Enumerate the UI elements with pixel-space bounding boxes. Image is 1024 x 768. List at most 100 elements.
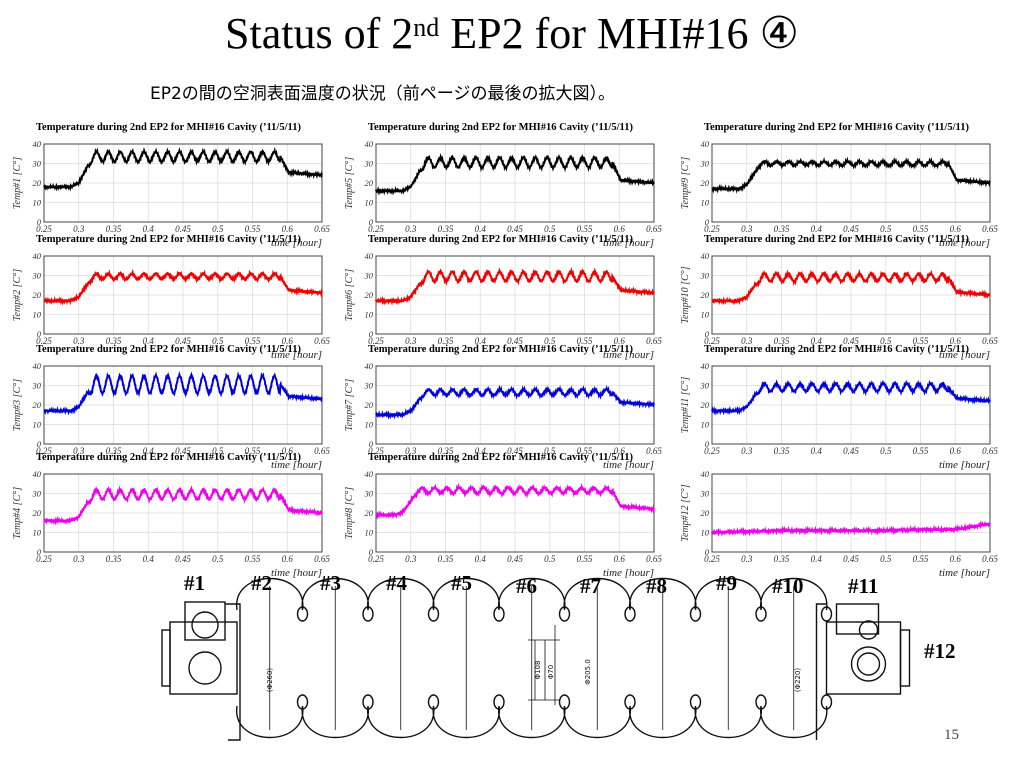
y-tick-label: 30 [364,489,374,499]
panel-title: Temperature during 2nd EP2 for MHI#16 Ca… [704,122,969,133]
x-tick-label: 0.65 [982,336,998,346]
cell-label-5: #5 [451,571,472,595]
panel-title: Temperature during 2nd EP2 for MHI#16 Ca… [36,122,301,133]
x-tick-label: 0.35 [106,554,122,564]
left-coupler-circle [188,651,222,685]
x-tick-label: 0.6 [614,446,626,456]
x-tick-label: 0.25 [36,336,52,346]
y-tick-label: 20 [33,508,42,518]
y-tick-label: 30 [32,489,42,499]
drawing-annotation: (Φ260) [266,668,274,693]
x-tick-label: 0.6 [614,336,626,346]
y-tick-label: 0 [37,439,42,449]
title-text-pre: Status of 2 [225,9,414,58]
x-tick-label: 0.55 [913,336,929,346]
y-tick-label: 10 [33,198,42,208]
y-tick-label: 40 [701,139,710,149]
right-port [835,603,880,635]
y-tick-label: 0 [37,547,42,557]
x-axis-label: time [hour] [939,459,990,471]
x-tick-label: 0.4 [475,336,487,346]
y-tick-label: 20 [33,178,42,188]
cell-label-2: #2 [251,571,272,595]
y-tick-label: 20 [33,400,42,410]
temperature-panel-2: Temperature during 2nd EP2 for MHI#16 Ca… [12,234,330,361]
y-axis-label: Temp#1 [C°] [12,157,23,209]
x-tick-label: 0.6 [614,554,626,564]
plot-frame [43,255,323,335]
x-tick-label: 0.4 [143,554,155,564]
x-axis-label: time [hour] [603,459,654,471]
plot-frame [711,473,991,553]
x-tick-label: 0.3 [405,336,417,346]
cavity-lower-contour [236,705,828,739]
x-axis-label: time [hour] [939,567,990,579]
cell-label-10: #10 [772,574,804,598]
x-axis-label: time [hour] [939,349,990,361]
x-tick-label: 0.4 [811,446,823,456]
left-flange [161,629,171,687]
x-tick-label: 0.25 [36,224,52,234]
x-tick-label: 0.3 [73,224,85,234]
x-tick-label: 0.45 [843,446,859,456]
x-tick-label: 0.35 [438,554,454,564]
y-tick-label: 30 [364,159,374,169]
y-tick-label: 0 [705,439,710,449]
x-axis-label: time [hour] [603,349,654,361]
cell-label-9: #9 [716,571,737,595]
temperature-panel-11: Temperature during 2nd EP2 for MHI#16 Ca… [680,344,998,471]
y-tick-label: 30 [364,381,374,391]
x-axis-label: time [hour] [939,237,990,249]
cell-label-7: #7 [580,574,601,598]
y-tick-label: 10 [33,528,42,538]
cell-label-11: #11 [848,574,879,598]
y-tick-label: 30 [700,271,710,281]
temperature-series-line [43,485,323,526]
y-tick-label: 0 [705,217,710,227]
y-tick-label: 40 [365,469,374,479]
x-tick-label: 0.5 [544,446,556,456]
y-tick-label: 10 [365,528,374,538]
left-support-bracket [225,603,241,741]
y-tick-label: 0 [369,217,374,227]
x-tick-label: 0.55 [577,336,593,346]
y-axis-label: Temp#8 [C°] [344,487,355,539]
x-tick-label: 0.45 [843,336,859,346]
y-axis-label: Temp#3 [C°] [12,379,23,431]
y-tick-label: 20 [701,178,710,188]
title-text-post: EP2 for MHI#16 ④ [439,9,799,58]
y-tick-label: 0 [705,329,710,339]
x-tick-label: 0.35 [106,224,122,234]
y-axis-label: Temp#5 [C°] [344,157,355,209]
x-tick-label: 0.35 [774,336,790,346]
cell-label-8: #8 [646,574,667,598]
y-axis-label: Temp#10 [C°] [680,266,691,323]
y-tick-label: 40 [33,251,42,261]
x-tick-label: 0.6 [282,554,294,564]
x-tick-label: 0.65 [314,446,330,456]
panel-title: Temperature during 2nd EP2 for MHI#16 Ca… [704,234,969,245]
y-tick-label: 40 [33,469,42,479]
temperature-panel-3: Temperature during 2nd EP2 for MHI#16 Ca… [12,344,330,471]
x-tick-label: 0.6 [614,224,626,234]
x-tick-label: 0.45 [507,336,523,346]
right-support-bracket [815,603,827,740]
x-tick-label: 0.25 [704,224,720,234]
y-tick-label: 40 [365,139,374,149]
x-tick-label: 0.5 [212,446,224,456]
y-tick-label: 10 [33,420,42,430]
title-superscript: nd [413,13,440,42]
y-tick-label: 10 [701,310,710,320]
x-tick-label: 0.6 [950,554,962,564]
y-axis-label: Temp#7 [C°] [344,379,355,431]
x-tick-label: 0.35 [106,446,122,456]
y-tick-label: 40 [33,139,42,149]
panel-title: Temperature during 2nd EP2 for MHI#16 Ca… [36,344,301,355]
x-tick-label: 0.4 [811,224,823,234]
x-tick-label: 0.45 [175,554,191,564]
x-tick-label: 0.6 [950,336,962,346]
y-tick-label: 20 [701,508,710,518]
drawing-annotation: (Φ220) [794,668,802,693]
y-tick-label: 10 [365,310,374,320]
x-tick-label: 0.6 [950,224,962,234]
